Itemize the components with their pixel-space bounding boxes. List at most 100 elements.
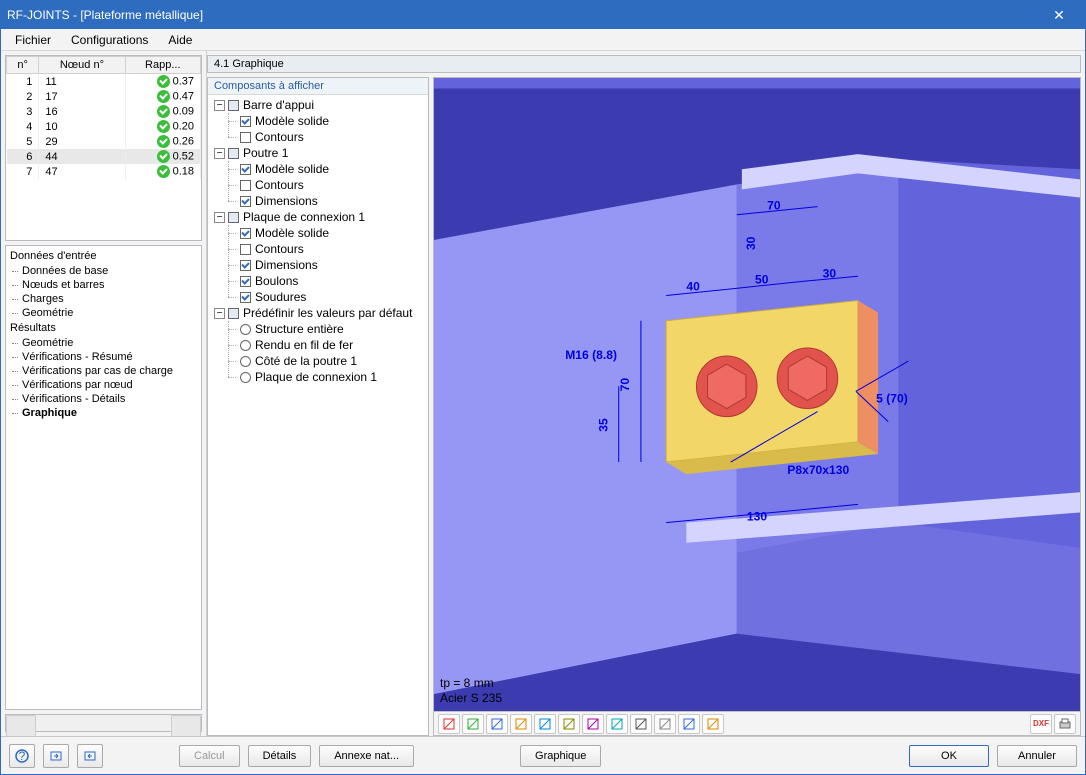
table-row[interactable]: 4100.20 [7,119,201,134]
nav-item[interactable]: Vérifications - Résumé [6,350,201,364]
checkbox-icon[interactable] [240,116,251,127]
tree-item[interactable]: Modèle solide [236,161,426,177]
tree-item[interactable]: Soudures [236,289,426,305]
view-xyz-icon[interactable] [486,714,508,734]
radio-icon[interactable] [240,324,251,335]
col-n[interactable]: n° [7,57,39,74]
view-iso-icon[interactable] [654,714,676,734]
checkbox-icon[interactable] [240,260,251,271]
tree-item[interactable]: Rendu en fil de fer [236,337,426,353]
tree-item[interactable]: Contours [236,177,426,193]
view-neg-z-icon[interactable] [630,714,652,734]
details-button[interactable]: Détails [248,745,312,767]
table-row[interactable]: 5290.26 [7,134,201,149]
nav-item[interactable]: Charges [6,292,201,306]
checkbox-icon[interactable] [240,132,251,143]
scroll-left-icon[interactable] [6,715,36,737]
tree-item[interactable]: Côté de la poutre 1 [236,353,426,369]
nav-item[interactable]: Vérifications - Détails [6,392,201,406]
collapse-icon[interactable]: − [214,100,225,111]
scroll-right-icon[interactable] [171,715,201,737]
print-icon[interactable] [1054,714,1076,734]
view-neg-x-icon[interactable] [510,714,532,734]
table-row[interactable]: 7470.18 [7,164,201,179]
export-dxf-icon[interactable]: DXF [1030,714,1052,734]
nav-item[interactable]: Nœuds et barres [6,278,201,292]
tree-group[interactable]: −Prédéfinir les valeurs par défaut [210,305,426,321]
tree-group[interactable]: −Poutre 1 [210,145,426,161]
checkbox-icon[interactable] [240,228,251,239]
svg-text:30: 30 [823,266,837,280]
cancel-button[interactable]: Annuler [997,745,1077,767]
tree-item[interactable]: Contours [236,241,426,257]
checkbox-icon[interactable] [240,276,251,287]
tree-group[interactable]: −Barre d'appui [210,97,426,113]
calcul-button[interactable]: Calcul [179,745,240,767]
checkbox-icon[interactable] [228,148,239,159]
tree-item[interactable]: Dimensions [236,257,426,273]
h-scrollbar[interactable] [5,714,202,732]
results-grid[interactable]: n° Nœud n° Rapp... 1110.372170.473160.09… [5,55,202,241]
checkbox-icon[interactable] [228,100,239,111]
view-a-icon[interactable] [462,714,484,734]
view-xz-icon[interactable] [606,714,628,734]
export-icon[interactable] [43,744,69,768]
help-icon[interactable]: ? [9,744,35,768]
close-icon[interactable]: ✕ [1039,7,1079,24]
nav-item[interactable]: Données de base [6,264,201,278]
tree-item[interactable]: Plaque de connexion 1 [236,369,426,385]
bottom-button-bar: ? Calcul Détails Annexe nat... Graphique… [1,736,1085,774]
svg-text:5 (70): 5 (70) [876,391,908,405]
radio-icon[interactable] [240,340,251,351]
collapse-icon[interactable]: − [214,212,225,223]
view-yz-icon[interactable] [582,714,604,734]
checkbox-icon[interactable] [240,164,251,175]
tree-group[interactable]: −Plaque de connexion 1 [210,209,426,225]
view-xy-icon[interactable] [558,714,580,734]
zoom-fit-icon[interactable] [678,714,700,734]
nav-item[interactable]: Vérifications par nœud [6,378,201,392]
checkbox-icon[interactable] [240,196,251,207]
navigator-tree[interactable]: Données d'entréeDonnées de baseNœuds et … [5,245,202,710]
annexe-button[interactable]: Annexe nat... [319,745,414,767]
viewport-toolbar: DXF [434,711,1080,735]
radio-icon[interactable] [240,356,251,367]
tree-item[interactable]: Dimensions [236,193,426,209]
tree-item[interactable]: Contours [236,129,426,145]
graphique-button[interactable]: Graphique [520,745,601,767]
tree-item[interactable]: Modèle solide [236,225,426,241]
checkbox-icon[interactable] [240,292,251,303]
table-row[interactable]: 1110.37 [7,74,201,90]
check-ok-icon [157,120,170,133]
table-row[interactable]: 3160.09 [7,104,201,119]
checkbox-icon[interactable] [228,308,239,319]
nav-item[interactable]: Vérifications par cas de charge [6,364,201,378]
view-neg-y-icon[interactable] [534,714,556,734]
tree-item[interactable]: Modèle solide [236,113,426,129]
nav-item[interactable]: Geométrie [6,306,201,320]
ok-button[interactable]: OK [909,745,989,767]
menu-file[interactable]: Fichier [5,31,61,49]
checkbox-icon[interactable] [240,244,251,255]
collapse-icon[interactable]: − [214,148,225,159]
col-ratio[interactable]: Rapp... [125,57,200,74]
checkbox-icon[interactable] [228,212,239,223]
nav-header: Résultats [6,320,201,336]
menu-help[interactable]: Aide [158,31,202,49]
radio-icon[interactable] [240,372,251,383]
graphics-viewport[interactable]: 70 30 40 50 30 70 35 M16 (8.8) 5 (70) P8… [433,77,1081,736]
view-layers-icon[interactable] [702,714,724,734]
checkbox-icon[interactable] [240,180,251,191]
col-node[interactable]: Nœud n° [39,57,125,74]
tree-item[interactable]: Structure entière [236,321,426,337]
nav-item[interactable]: Graphique [6,406,201,420]
view-x-icon[interactable] [438,714,460,734]
nav-item[interactable]: Geométrie [6,336,201,350]
table-row[interactable]: 2170.47 [7,89,201,104]
import-icon[interactable] [77,744,103,768]
tree-item[interactable]: Boulons [236,273,426,289]
check-ok-icon [157,90,170,103]
collapse-icon[interactable]: − [214,308,225,319]
table-row[interactable]: 6440.52 [7,149,201,164]
menu-config[interactable]: Configurations [61,31,158,49]
